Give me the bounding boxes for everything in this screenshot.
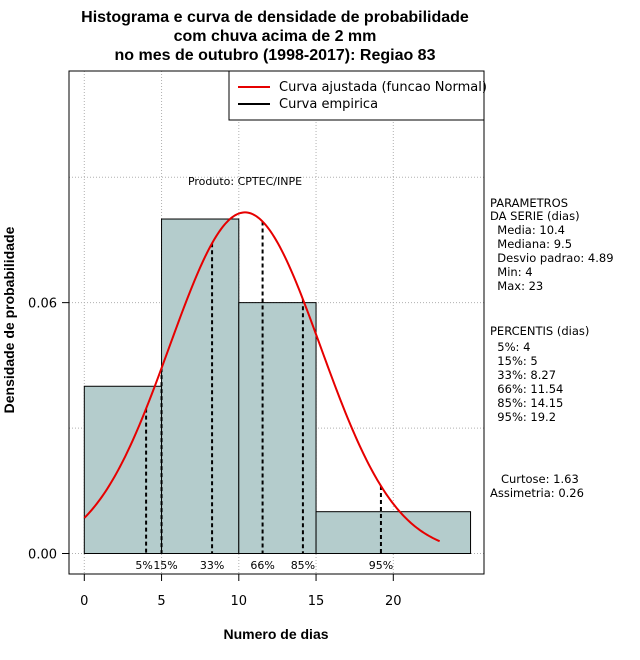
param-line-4: Desvio padrao: 4.89 [490, 251, 614, 265]
skewness-text: Assimetria: 0.26 [490, 486, 584, 500]
chart-title-line-3: no mes de outubro (1998-2017): Regiao 83 [115, 47, 436, 64]
histogram-bar-0 [83, 385, 163, 555]
param-line-0: PARAMETROS [490, 196, 568, 210]
x-axis: 0 5 10 15 20 [80, 573, 402, 609]
product-annotation: Produto: CPTEC/INPE [188, 175, 302, 188]
normal-curve [83, 211, 441, 543]
percentile-tick-label-2: 33% [200, 559, 224, 572]
x-tick-label-0: 0 [80, 594, 88, 609]
histogram-bar-1 [161, 218, 240, 555]
percentile-line-1: 5%: 4 [490, 340, 530, 354]
histogram-bar-3 [315, 511, 472, 555]
percentile-line-2: 15%: 5 [490, 354, 538, 368]
x-tick-label-4: 20 [385, 594, 402, 609]
histogram-bars [83, 218, 472, 555]
percentile-line-6: 95%: 19.2 [490, 410, 556, 424]
param-line-3: Mediana: 9.5 [490, 237, 572, 251]
x-axis-label: Numero de dias [223, 626, 328, 642]
y-axis: 0.00 0.06 [28, 297, 70, 563]
normal-curve-layer [83, 211, 441, 543]
chart-title-line-2: com chuva acima de 2 mm [174, 28, 377, 45]
percentiles-panel: PERCENTIS (dias) 5%: 4 15%: 5 33%: 8.27 … [490, 324, 589, 424]
param-line-1: DA SERIE (dias) [490, 209, 580, 223]
x-tick-label-2: 10 [231, 594, 248, 609]
percentile-line-5: 85%: 14.15 [490, 396, 563, 410]
percentile-tick-label-5: 95% [369, 559, 393, 572]
percentile-line-3: 33%: 8.27 [490, 368, 556, 382]
chart-title-line-1: Histograma e curva de densidade de proba… [81, 9, 469, 26]
legend-label-normal: Curva ajustada (funcao Normal) [279, 80, 487, 95]
x-tick-label-1: 5 [157, 594, 165, 609]
legend: Curva ajustada (funcao Normal) Curva emp… [228, 70, 487, 121]
param-line-6: Max: 23 [490, 279, 543, 293]
kurtosis-text: Curtose: 1.63 [490, 472, 579, 486]
percentile-tick-label-1: 15% [153, 559, 177, 572]
y-tick-label-0: 0.00 [28, 548, 57, 563]
param-line-5: Min: 4 [490, 265, 533, 279]
y-axis-label: Densidade de probabilidade [1, 226, 17, 413]
shape-stats-panel: Curtose: 1.63 Assimetria: 0.26 [490, 472, 584, 500]
parameters-panel: PARAMETROS DA SERIE (dias) Media: 10.4 M… [490, 196, 614, 293]
percentile-line-0: PERCENTIS (dias) [490, 324, 589, 338]
percentile-lines: 5% 15% 33% 66% 85% 95% [135, 221, 393, 572]
legend-box [228, 70, 485, 121]
percentile-tick-label-0: 5% [135, 559, 152, 572]
percentile-tick-label-3: 66% [250, 559, 274, 572]
percentile-tick-label-4: 85% [291, 559, 315, 572]
histogram-bar-2 [238, 302, 317, 555]
param-line-2: Media: 10.4 [490, 223, 565, 237]
y-tick-label-1: 0.06 [28, 297, 57, 312]
percentile-line-4: 66%: 11.54 [490, 382, 563, 396]
legend-label-empirical: Curva empirica [279, 97, 378, 112]
x-tick-label-3: 15 [308, 594, 325, 609]
